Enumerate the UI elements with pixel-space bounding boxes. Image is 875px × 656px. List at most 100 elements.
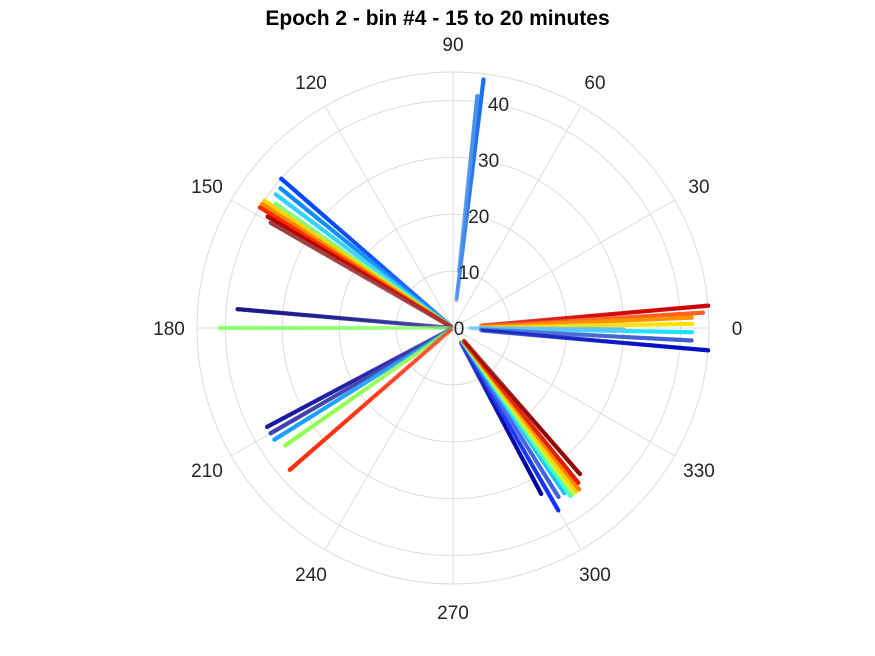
data-point (443, 329, 448, 335)
data-point (460, 339, 465, 345)
theta-tick-label: 210 (191, 461, 223, 482)
data-point (461, 343, 466, 349)
data-point (488, 327, 493, 333)
data-point (443, 329, 449, 335)
data-point (443, 332, 448, 337)
data-point (440, 324, 446, 330)
data-point (442, 331, 447, 336)
data-series-ray (287, 327, 454, 473)
data-point (444, 325, 449, 331)
data-point (448, 324, 453, 329)
data-point (439, 315, 444, 321)
data-point (493, 328, 498, 333)
data-point (448, 327, 454, 333)
theta-tick-label: 120 (295, 73, 327, 94)
data-point (445, 322, 450, 327)
theta-tick-label: 330 (683, 461, 715, 482)
angular-gridline (324, 327, 454, 550)
data-point (457, 263, 462, 269)
data-point (440, 317, 445, 322)
data-point (440, 325, 446, 331)
data-point (464, 343, 469, 348)
data-point (272, 437, 277, 442)
data-point (442, 319, 448, 325)
data-point (445, 321, 451, 327)
data-point (457, 260, 463, 265)
data-point (273, 192, 279, 197)
data-point (448, 327, 453, 332)
data-point (442, 320, 447, 326)
data-point (466, 348, 471, 354)
data-series-ray (235, 306, 453, 330)
data-point (448, 324, 453, 329)
data-point (462, 347, 467, 352)
data-point (445, 329, 450, 334)
data-point (437, 324, 442, 330)
data-point (446, 323, 452, 328)
data-point (442, 320, 447, 326)
data-point (465, 345, 470, 350)
angular-gridline (452, 199, 675, 329)
data-point (435, 325, 440, 331)
data-point (493, 322, 498, 327)
data-point (462, 344, 468, 350)
data-point (491, 329, 496, 334)
data-point (457, 265, 462, 271)
data-point (446, 323, 452, 328)
data-point (689, 315, 694, 320)
data-point (460, 342, 465, 347)
data-point (466, 346, 471, 351)
theta-tick-label: 30 (688, 177, 709, 198)
data-point (441, 318, 446, 324)
data-point (467, 345, 473, 350)
data-point (444, 321, 449, 326)
data-point (446, 325, 451, 331)
data-point (445, 322, 450, 327)
data-point (444, 320, 449, 326)
data-point (467, 348, 472, 353)
data-point (473, 326, 478, 331)
angular-gridline (324, 106, 454, 329)
data-point (436, 316, 441, 321)
data-point (489, 322, 495, 327)
data-point (465, 347, 470, 352)
data-point (475, 93, 480, 99)
data-point (447, 322, 452, 328)
data-point (445, 328, 450, 334)
data-point (463, 342, 468, 347)
data-point (445, 321, 451, 326)
data-point (489, 327, 495, 333)
data-point (460, 341, 466, 347)
data-point (463, 344, 468, 349)
data-point (259, 201, 265, 207)
data-point (441, 332, 446, 337)
data-point (440, 319, 446, 324)
data-point (438, 317, 443, 322)
data-point (443, 321, 449, 326)
data-point (445, 330, 451, 335)
data-point (454, 297, 459, 302)
data-point (445, 321, 451, 327)
data-point (461, 343, 467, 348)
data-point (556, 508, 561, 513)
data-point (448, 324, 453, 329)
data-point (478, 326, 483, 331)
data-point (465, 347, 471, 352)
theta-tick-label: 240 (295, 565, 327, 586)
data-point (265, 214, 270, 219)
data-point (463, 341, 469, 347)
data-point (705, 303, 711, 308)
data-point (538, 491, 544, 496)
data-point (439, 318, 444, 324)
data-point (462, 340, 467, 346)
data-series-ray (456, 93, 480, 274)
data-point (464, 343, 469, 349)
data-point (440, 319, 446, 324)
data-point (448, 324, 453, 329)
data-point (278, 186, 283, 191)
data-point (273, 201, 279, 207)
data-point (440, 317, 445, 323)
data-point (448, 324, 453, 329)
data-point (454, 295, 459, 301)
